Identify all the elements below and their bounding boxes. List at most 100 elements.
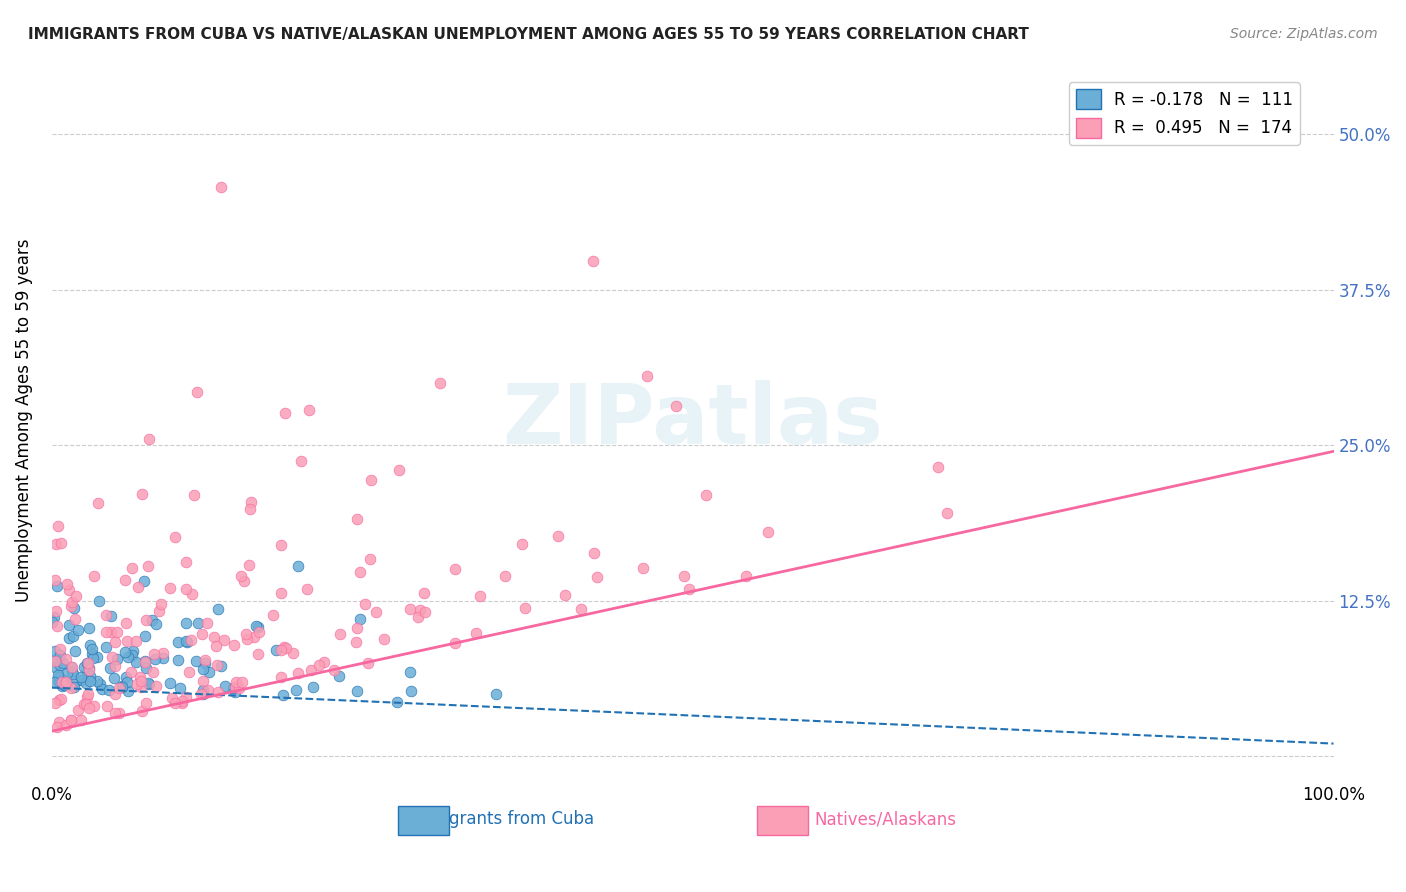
Natives/Alaskans [444,562,467,576]
Immigrants from Cuba [110,681,132,695]
Natives/Alaskans [45,619,67,633]
Natives/Alaskans [357,656,380,670]
Natives/Alaskans [114,573,136,587]
Natives/Alaskans [114,616,136,631]
Natives/Alaskans [115,634,138,648]
Immigrants from Cuba [105,651,128,665]
Natives/Alaskans [48,714,70,729]
Natives/Alaskans [695,488,717,502]
Natives/Alaskans [207,685,229,699]
Natives/Alaskans [172,696,194,710]
Immigrants from Cuba [44,660,66,674]
Immigrants from Cuba [49,648,72,662]
FancyBboxPatch shape [756,806,808,835]
Natives/Alaskans [569,601,592,615]
Natives/Alaskans [406,609,429,624]
Natives/Alaskans [180,632,202,647]
Natives/Alaskans [236,632,259,647]
Natives/Alaskans [129,681,152,695]
Natives/Alaskans [678,582,700,597]
Natives/Alaskans [195,616,218,631]
Immigrants from Cuba [56,677,79,691]
Natives/Alaskans [290,454,312,468]
Natives/Alaskans [232,574,254,589]
Immigrants from Cuba [136,675,159,690]
Natives/Alaskans [79,701,101,715]
Natives/Alaskans [225,674,247,689]
Natives/Alaskans [222,638,245,652]
Natives/Alaskans [181,587,204,601]
Immigrants from Cuba [45,653,67,667]
Natives/Alaskans [134,655,156,669]
Immigrants from Cuba [48,657,70,672]
Natives/Alaskans [152,646,174,660]
Natives/Alaskans [927,459,949,474]
Natives/Alaskans [515,601,537,615]
Natives/Alaskans [429,376,451,390]
Immigrants from Cuba [58,631,80,645]
Immigrants from Cuba [58,617,80,632]
Natives/Alaskans [547,529,569,543]
Immigrants from Cuba [86,650,108,665]
Natives/Alaskans [247,625,270,640]
Natives/Alaskans [308,658,330,673]
Immigrants from Cuba [63,644,86,658]
Natives/Alaskans [209,179,232,194]
Immigrants from Cuba [62,629,84,643]
Immigrants from Cuba [114,645,136,659]
Natives/Alaskans [69,713,91,727]
Natives/Alaskans [51,675,73,690]
Natives/Alaskans [94,625,117,640]
Natives/Alaskans [388,463,411,477]
Immigrants from Cuba [45,579,67,593]
Immigrants from Cuba [152,650,174,665]
Natives/Alaskans [66,703,89,717]
Natives/Alaskans [582,254,605,268]
Immigrants from Cuba [138,677,160,691]
Immigrants from Cuba [41,615,63,630]
Immigrants from Cuba [121,648,143,662]
Natives/Alaskans [281,646,304,660]
Immigrants from Cuba [145,617,167,632]
Immigrants from Cuba [302,680,325,694]
Natives/Alaskans [224,680,246,694]
Natives/Alaskans [240,494,263,508]
Immigrants from Cuba [346,683,368,698]
Immigrants from Cuba [51,680,73,694]
Natives/Alaskans [58,582,80,597]
Natives/Alaskans [46,519,69,533]
Immigrants from Cuba [48,668,70,682]
Natives/Alaskans [298,402,321,417]
Natives/Alaskans [127,580,149,594]
Natives/Alaskans [104,659,127,673]
Immigrants from Cuba [72,673,94,688]
Natives/Alaskans [96,699,118,714]
Natives/Alaskans [76,690,98,704]
Natives/Alaskans [120,665,142,679]
Natives/Alaskans [60,660,83,674]
Immigrants from Cuba [100,609,122,624]
Immigrants from Cuba [174,615,197,630]
Natives/Alaskans [409,603,432,617]
Text: ZIPatlas: ZIPatlas [502,380,883,461]
Immigrants from Cuba [134,653,156,667]
Immigrants from Cuba [135,660,157,674]
Immigrants from Cuba [209,658,232,673]
Natives/Alaskans [129,674,152,689]
Natives/Alaskans [191,627,214,641]
Natives/Alaskans [49,536,72,550]
Natives/Alaskans [108,706,131,720]
Natives/Alaskans [87,496,110,510]
Natives/Alaskans [59,681,82,695]
Immigrants from Cuba [145,652,167,666]
Natives/Alaskans [83,568,105,582]
Natives/Alaskans [205,639,228,653]
Natives/Alaskans [55,717,77,731]
Natives/Alaskans [349,565,371,579]
Natives/Alaskans [136,558,159,573]
Natives/Alaskans [364,605,387,619]
Immigrants from Cuba [186,654,208,668]
Immigrants from Cuba [187,615,209,630]
Natives/Alaskans [59,599,82,613]
Natives/Alaskans [231,674,253,689]
